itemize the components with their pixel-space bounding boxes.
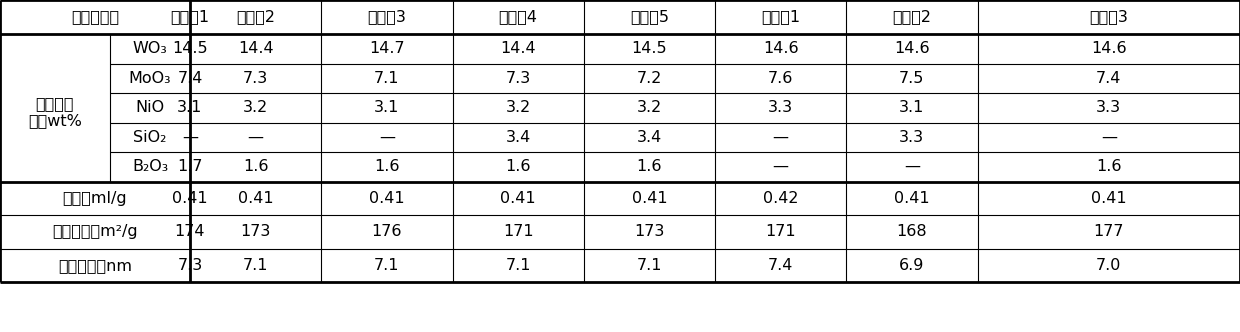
Text: 实施例4: 实施例4: [498, 10, 538, 25]
Text: NiO: NiO: [135, 100, 165, 115]
Text: 比较例2: 比较例2: [893, 10, 931, 25]
Text: MoO₃: MoO₃: [129, 71, 171, 86]
Text: —: —: [248, 130, 264, 145]
Text: 14.5: 14.5: [631, 41, 667, 56]
Text: 0.41: 0.41: [370, 191, 404, 206]
Text: 14.7: 14.7: [370, 41, 404, 56]
Text: 7.1: 7.1: [374, 258, 399, 273]
Text: 成，wt%: 成，wt%: [29, 114, 82, 128]
Text: 实施例3: 实施例3: [367, 10, 407, 25]
Text: —: —: [904, 159, 920, 174]
Text: 0.41: 0.41: [238, 191, 274, 206]
Text: 14.4: 14.4: [238, 41, 274, 56]
Text: 177: 177: [1094, 224, 1123, 239]
Text: 7.4: 7.4: [1096, 71, 1121, 86]
Text: 3.3: 3.3: [899, 130, 925, 145]
Text: 174: 174: [175, 224, 206, 239]
Text: 14.4: 14.4: [500, 41, 536, 56]
Text: 1.6: 1.6: [506, 159, 531, 174]
Text: 176: 176: [372, 224, 402, 239]
Text: 实施例1: 实施例1: [170, 10, 210, 25]
Text: 比表面积，m²/g: 比表面积，m²/g: [52, 224, 138, 239]
Text: 14.6: 14.6: [763, 41, 799, 56]
Text: 7.3: 7.3: [177, 258, 202, 273]
Text: 平均孔径，nm: 平均孔径，nm: [58, 258, 131, 273]
Text: 3.1: 3.1: [899, 100, 925, 115]
Text: 催化剂编号: 催化剂编号: [71, 10, 119, 25]
Text: 7.1: 7.1: [243, 258, 268, 273]
Text: 7.3: 7.3: [243, 71, 268, 86]
Text: 实施例2: 实施例2: [236, 10, 275, 25]
Text: 0.42: 0.42: [763, 191, 799, 206]
Text: 14.6: 14.6: [1091, 41, 1127, 56]
Text: 3.2: 3.2: [637, 100, 662, 115]
Text: 0.41: 0.41: [1091, 191, 1127, 206]
Text: 7.5: 7.5: [899, 71, 925, 86]
Text: —: —: [1101, 130, 1117, 145]
Text: 0.41: 0.41: [500, 191, 536, 206]
Text: 7.0: 7.0: [1096, 258, 1121, 273]
Text: 3.3: 3.3: [1096, 100, 1121, 115]
Text: 比较例3: 比较例3: [1089, 10, 1128, 25]
Text: 7.1: 7.1: [506, 258, 531, 273]
Text: 孔容，ml/g: 孔容，ml/g: [63, 191, 128, 206]
Text: 168: 168: [897, 224, 928, 239]
Text: 0.41: 0.41: [631, 191, 667, 206]
Text: 14.5: 14.5: [172, 41, 208, 56]
Text: 3.1: 3.1: [177, 100, 202, 115]
Text: 3.4: 3.4: [506, 130, 531, 145]
Text: —: —: [773, 159, 789, 174]
Text: 3.3: 3.3: [768, 100, 794, 115]
Text: 171: 171: [502, 224, 533, 239]
Text: 173: 173: [634, 224, 665, 239]
Text: 1.6: 1.6: [374, 159, 399, 174]
Text: 7.3: 7.3: [506, 71, 531, 86]
Text: 比较例1: 比较例1: [761, 10, 800, 25]
Text: 0.41: 0.41: [894, 191, 930, 206]
Text: 171: 171: [765, 224, 796, 239]
Text: 7.4: 7.4: [177, 71, 202, 86]
Text: 1.7: 1.7: [177, 159, 203, 174]
Text: 3.2: 3.2: [243, 100, 268, 115]
Text: 7.4: 7.4: [768, 258, 794, 273]
Text: 1.6: 1.6: [636, 159, 662, 174]
Text: B₂O₃: B₂O₃: [131, 159, 169, 174]
Text: 1.6: 1.6: [243, 159, 268, 174]
Text: SiO₂: SiO₂: [134, 130, 166, 145]
Text: 实施例5: 实施例5: [630, 10, 668, 25]
Text: 173: 173: [241, 224, 270, 239]
Text: WO₃: WO₃: [133, 41, 167, 56]
Text: 6.9: 6.9: [899, 258, 925, 273]
Text: 1.6: 1.6: [1096, 159, 1121, 174]
Text: 7.1: 7.1: [636, 258, 662, 273]
Text: 3.4: 3.4: [637, 130, 662, 145]
Text: 3.2: 3.2: [506, 100, 531, 115]
Text: 7.6: 7.6: [768, 71, 794, 86]
Text: 7.2: 7.2: [636, 71, 662, 86]
Text: 0.41: 0.41: [172, 191, 208, 206]
Text: 催化剂组: 催化剂组: [36, 96, 74, 111]
Text: 3.1: 3.1: [374, 100, 399, 115]
Text: 14.6: 14.6: [894, 41, 930, 56]
Text: —: —: [182, 130, 198, 145]
Text: —: —: [773, 130, 789, 145]
Text: —: —: [379, 130, 394, 145]
Text: 7.1: 7.1: [374, 71, 399, 86]
